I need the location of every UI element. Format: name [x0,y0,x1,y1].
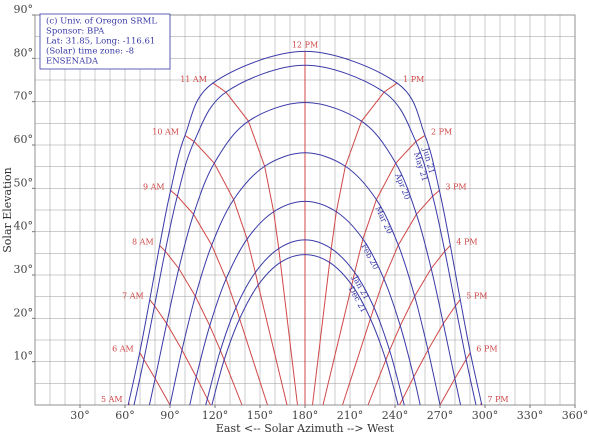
hour-label: 5 AM [101,395,123,404]
x-axis-title: East <-- Solar Azimuth --> West [216,422,395,435]
hour-label: 11 AM [180,75,207,84]
sun-path [205,239,405,406]
x-tick-label: 270° [427,409,454,422]
hour-line [170,190,268,406]
x-tick-label: 300° [472,409,499,422]
hour-label: 4 PM [456,238,477,247]
x-tick-label: 360° [562,409,589,422]
sun-path [133,64,477,406]
y-tick-label: 60° [14,133,34,146]
hour-label: 5 PM [466,292,487,301]
info-line: (c) Univ. of Oregon SRML [46,16,157,27]
sun-path [127,50,483,406]
hour-label: 6 AM [112,345,134,354]
sun-path [148,102,462,406]
x-tick-label: 330° [517,409,544,422]
sun-path [211,254,399,406]
hour-line [322,135,426,406]
hour-label: 7 PM [487,395,508,404]
x-tick-label: 210° [337,409,364,422]
hour-label: 10 AM [152,127,179,136]
hour-label: 2 PM [431,127,452,136]
y-axis-title: Solar Elevation [1,167,14,252]
x-tick-label: 60° [115,409,135,422]
y-tick-label: 80° [14,46,34,59]
y-tick-label: 10° [14,350,34,363]
hour-line [342,190,440,406]
hour-label: 1 PM [403,75,424,84]
hour-line [159,245,243,406]
info-line: Sponsor: BPA [46,27,105,37]
hour-line [212,82,298,406]
hour-line [312,82,398,406]
hour-label: 6 PM [476,345,497,354]
hour-line [367,245,451,406]
hour-line [439,352,471,406]
y-tick-label: 90° [14,3,34,16]
hour-label: 12 PM [292,40,318,49]
y-tick-label: 70° [14,90,34,103]
y-tick-label: 20° [14,306,34,319]
x-tick-label: 180° [292,409,319,422]
curves [127,50,483,406]
x-tick-label: 240° [382,409,409,422]
y-tick-label: 50° [14,176,34,189]
y-tick-label: 40° [14,220,34,233]
x-tick-label: 120° [202,409,229,422]
info-line: ENSENADA [46,57,99,67]
info-box [39,13,171,70]
x-tick-label: 30° [70,409,90,422]
hour-line [139,352,171,406]
hour-label: 3 PM [445,183,466,192]
x-tick-label: 150° [247,409,274,422]
hour-label: 9 AM [143,183,165,192]
y-tick-label: 30° [14,263,34,276]
info-line: (Solar) time zone: -8 [46,46,134,57]
info-line: Lat: 31.85, Long: -116.61 [46,37,155,47]
x-tick-label: 90° [160,409,180,422]
sun-path [189,200,421,406]
hour-line [184,135,288,406]
sun-path [169,152,441,406]
hour-label: 7 AM [122,292,144,301]
hour-label: 8 AM [132,238,154,247]
